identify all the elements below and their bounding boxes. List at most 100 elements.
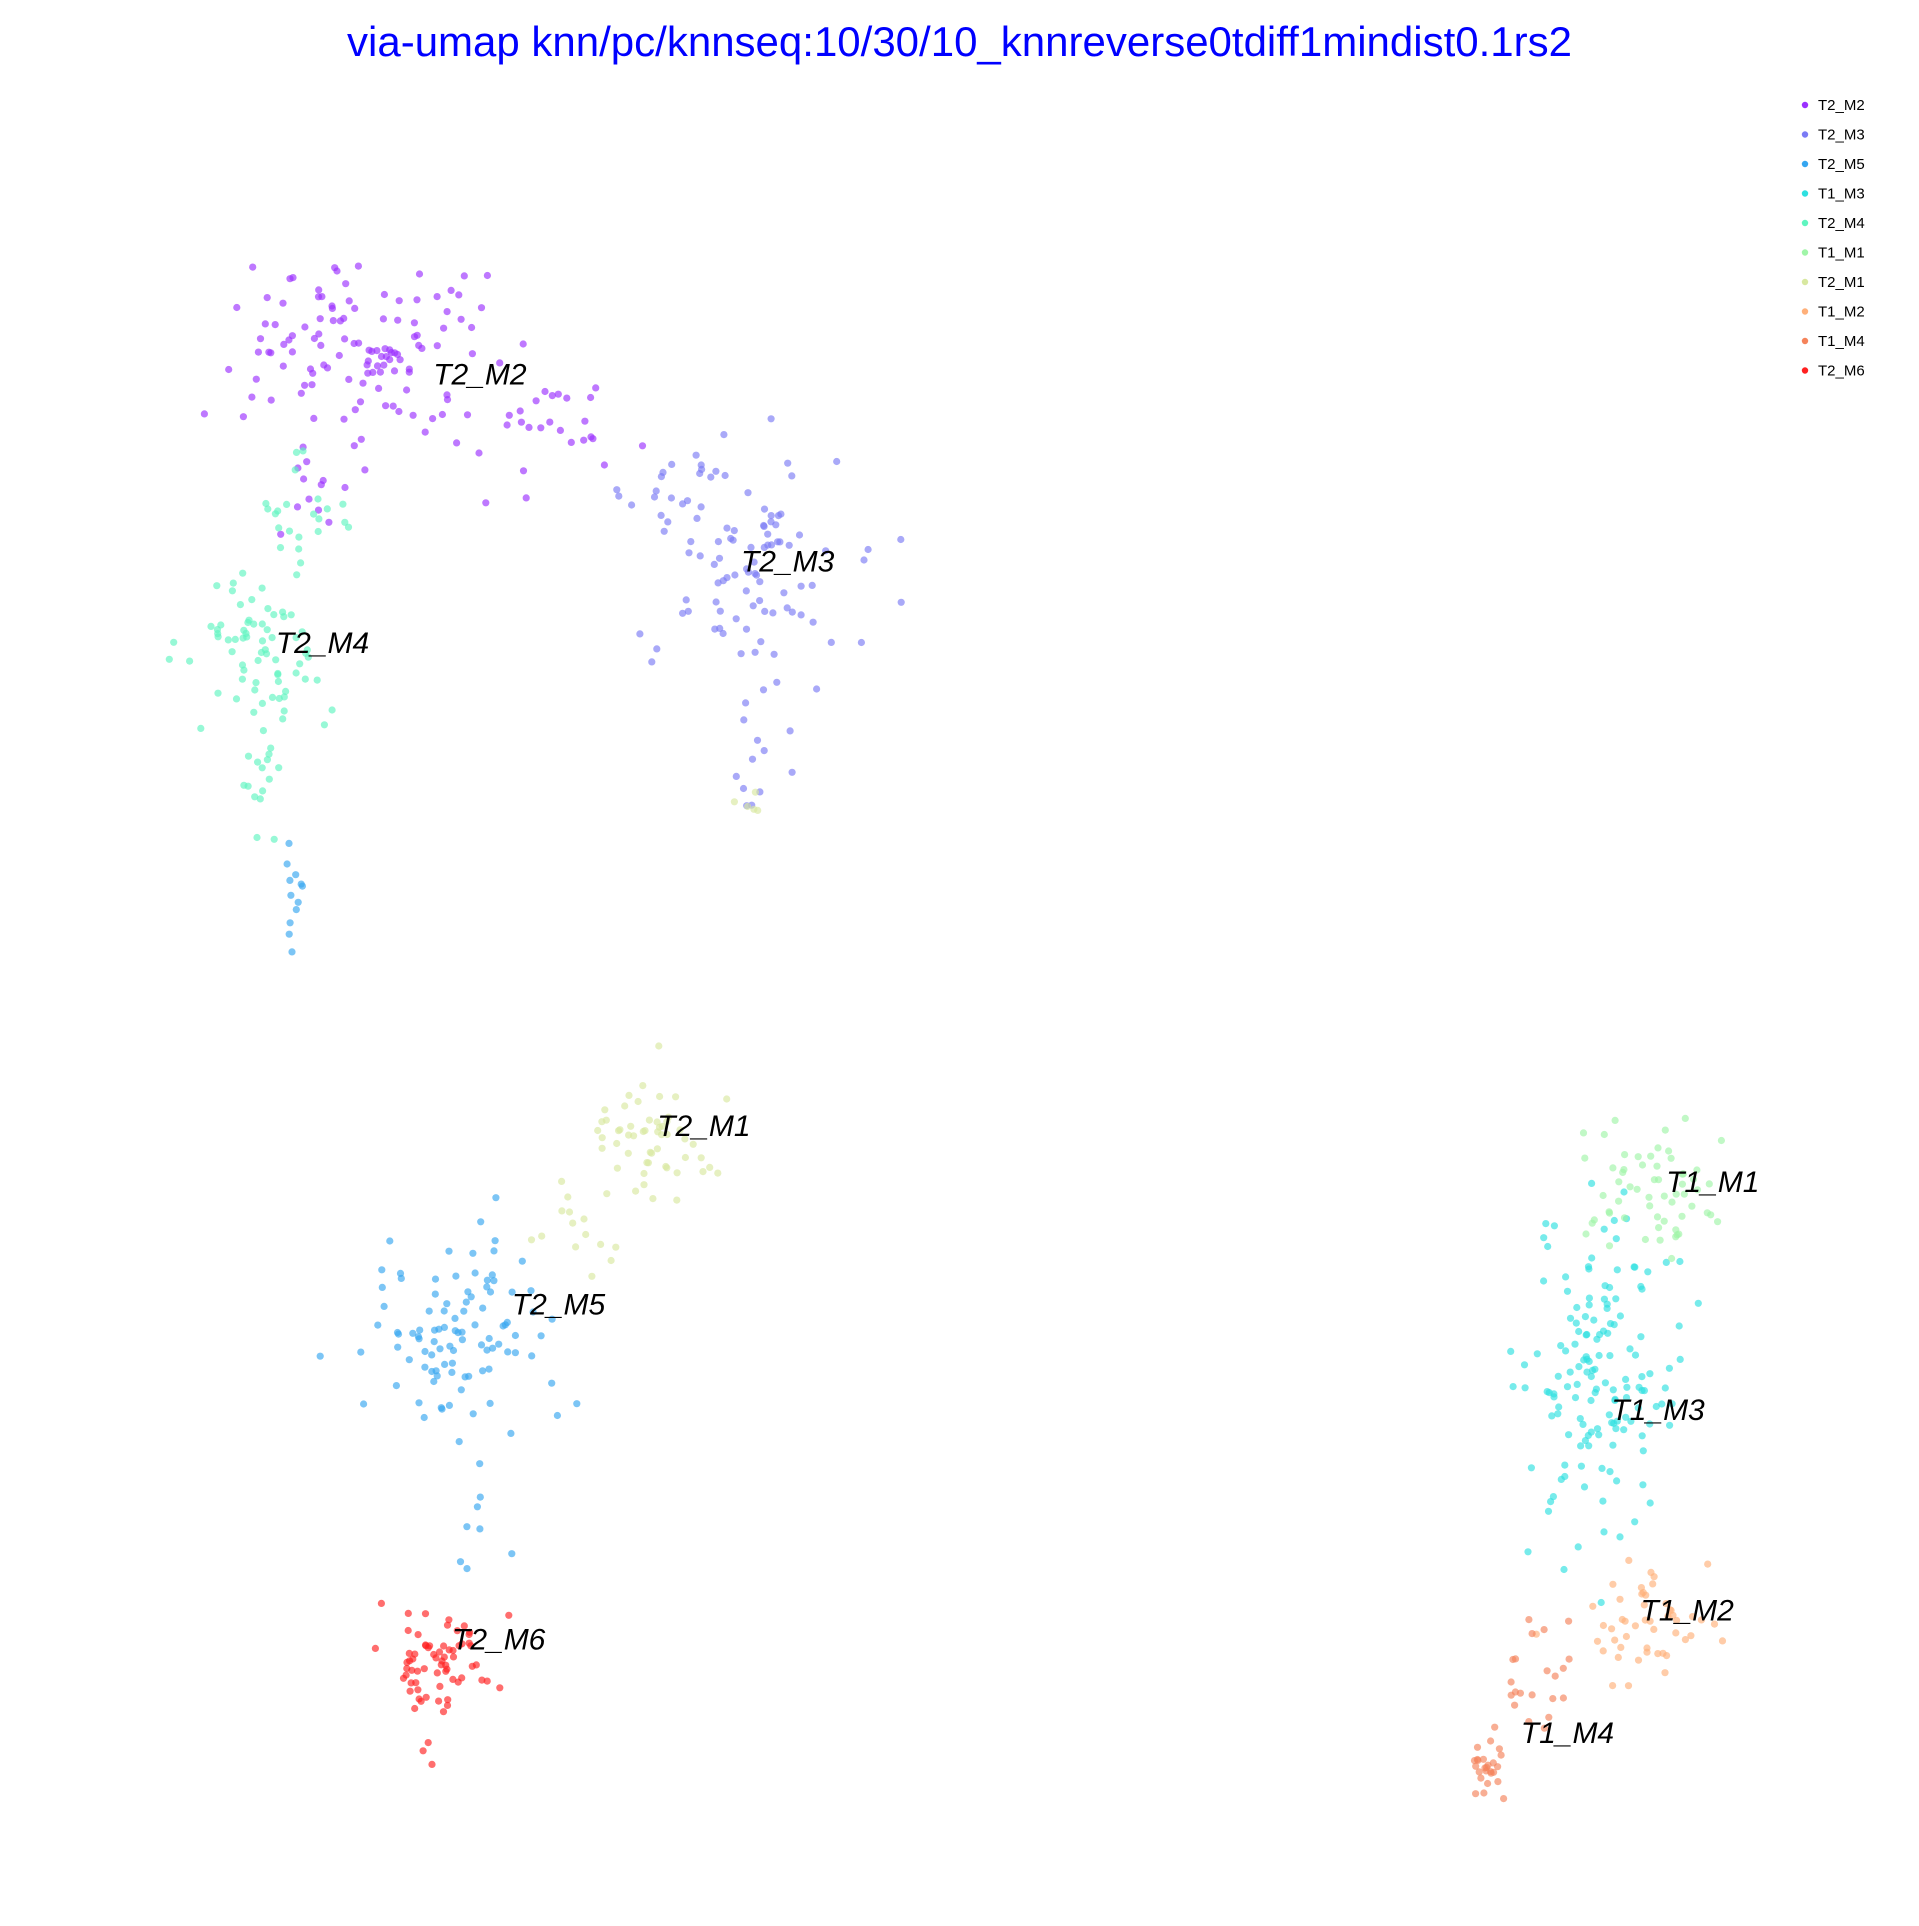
data-point <box>1533 1350 1541 1358</box>
data-point <box>636 630 644 638</box>
data-point <box>1520 1361 1529 1369</box>
data-point <box>1707 1211 1715 1219</box>
data-point <box>315 330 323 338</box>
data-point <box>1617 1643 1625 1651</box>
legend-marker <box>1801 219 1809 227</box>
data-point <box>280 613 288 621</box>
data-point <box>1494 1763 1502 1771</box>
data-point <box>1589 1602 1597 1610</box>
data-point <box>1554 1372 1562 1380</box>
data-point <box>761 607 769 616</box>
data-point <box>437 1661 445 1669</box>
data-point <box>813 685 821 693</box>
data-point <box>476 1460 484 1468</box>
data-point <box>224 636 232 644</box>
data-point <box>373 362 382 370</box>
data-point <box>1566 1314 1575 1322</box>
data-point <box>323 364 332 372</box>
data-point <box>1491 1723 1499 1731</box>
data-point <box>730 798 739 806</box>
data-point <box>634 1097 642 1106</box>
data-point <box>404 1626 412 1635</box>
data-point <box>1588 1254 1596 1262</box>
series-T2_M5 <box>283 839 581 1573</box>
data-point <box>797 582 805 590</box>
data-point <box>314 527 322 536</box>
data-point <box>233 303 241 312</box>
cluster-label-T2_M4: T2_M4 <box>276 627 369 660</box>
data-point <box>405 1649 413 1657</box>
data-point <box>1668 1254 1676 1263</box>
data-point <box>1550 1222 1558 1230</box>
data-point <box>864 545 872 554</box>
data-point <box>259 787 267 795</box>
data-point <box>1587 1428 1595 1436</box>
data-point <box>1474 1756 1482 1764</box>
data-point <box>857 638 866 647</box>
data-point <box>1581 1313 1589 1321</box>
data-point <box>656 1092 664 1101</box>
data-point <box>1573 1303 1581 1312</box>
data-point <box>415 270 424 278</box>
data-point <box>696 469 704 478</box>
data-point <box>639 1082 647 1090</box>
legend-item-T1_M4: T1_M4 <box>1801 333 1865 350</box>
data-point <box>546 418 554 426</box>
data-point <box>292 634 300 642</box>
data-point <box>265 348 273 356</box>
data-point <box>505 411 513 419</box>
data-point <box>1551 1672 1559 1680</box>
data-point <box>287 611 295 619</box>
data-point <box>1573 1380 1581 1388</box>
data-point <box>1631 1351 1640 1359</box>
data-point <box>581 417 589 425</box>
data-point <box>395 297 403 305</box>
data-point <box>1576 1415 1584 1423</box>
data-point <box>1565 1655 1573 1663</box>
data-point <box>473 1503 481 1511</box>
data-point <box>776 538 784 546</box>
data-point <box>297 559 305 567</box>
data-point <box>328 706 336 714</box>
data-point <box>1577 1462 1585 1470</box>
data-point <box>428 1760 436 1768</box>
data-point <box>275 524 283 532</box>
data-point <box>1631 1622 1639 1630</box>
data-point <box>1688 1202 1696 1210</box>
legend-marker <box>1801 367 1809 374</box>
data-point <box>405 1356 413 1364</box>
data-point <box>452 1272 460 1280</box>
data-point <box>251 793 259 801</box>
data-point <box>696 552 704 560</box>
legend-label: T2_M6 <box>1818 363 1865 380</box>
data-point <box>630 1132 638 1140</box>
data-point <box>315 515 323 523</box>
data-point <box>288 948 296 956</box>
data-point <box>1659 1649 1667 1657</box>
data-point <box>445 1616 453 1624</box>
data-point <box>499 1322 507 1330</box>
data-point <box>295 533 303 541</box>
data-point <box>354 262 362 270</box>
data-point <box>263 294 271 302</box>
data-point <box>458 1674 466 1682</box>
legend-marker <box>1801 101 1809 109</box>
data-point <box>744 802 752 811</box>
data-point <box>788 768 796 776</box>
data-point <box>294 898 302 906</box>
data-point <box>485 1365 493 1373</box>
data-point <box>1661 1126 1669 1134</box>
data-point <box>1665 1147 1673 1155</box>
data-point <box>516 407 524 415</box>
series-T2_M1 <box>527 788 762 1280</box>
data-point <box>1661 1669 1669 1677</box>
data-point <box>697 1154 705 1162</box>
data-point <box>1646 1370 1654 1378</box>
data-point <box>421 1363 429 1371</box>
data-point <box>517 418 526 426</box>
data-point <box>402 1671 410 1679</box>
data-point <box>1606 1352 1614 1360</box>
data-point <box>389 402 397 410</box>
data-point <box>1710 1620 1719 1628</box>
data-point <box>1500 1795 1508 1803</box>
